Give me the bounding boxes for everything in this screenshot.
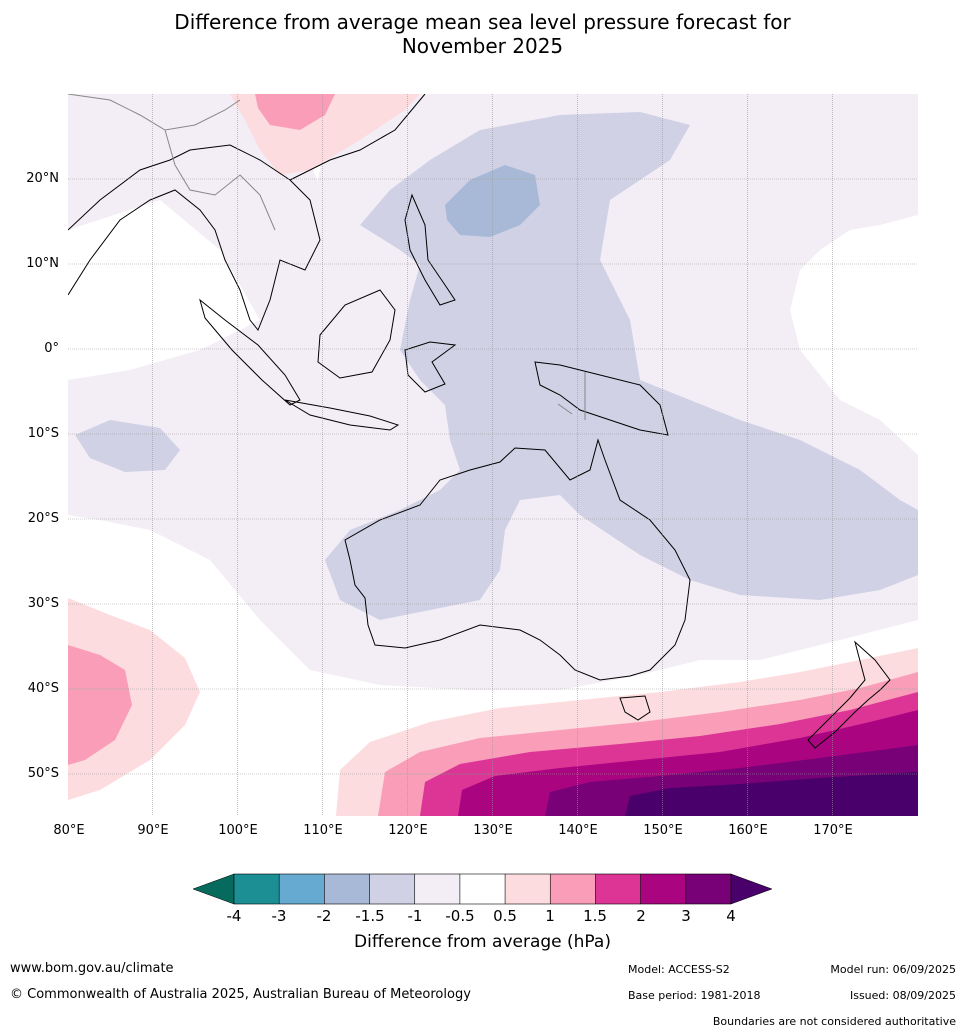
lon-label: 160°E [728, 823, 768, 838]
pressure-anomaly-map [68, 94, 918, 816]
anomaly-region-plus-0.5 [68, 598, 200, 800]
colorbar-dividers [278, 874, 687, 904]
colorbar-tick: -1.5 [355, 907, 385, 925]
colorbar-segment [505, 874, 551, 904]
lat-label: 10°S [27, 426, 59, 441]
copyright-text: © Commonwealth of Australia 2025, Austra… [10, 987, 471, 1002]
australia-coastline [344, 438, 691, 681]
colorbar-tick: -4 [226, 907, 242, 925]
colorbar-outline [233, 873, 732, 905]
colorbar-tick: 4 [726, 907, 736, 925]
lat-label: 20°N [26, 171, 59, 186]
new-zealand-coastline [807, 640, 891, 749]
base-period-text: Base period: 1981-2018 [628, 989, 761, 1002]
lat-label: 20°S [27, 511, 59, 526]
colorbar-tick: 3 [681, 907, 691, 925]
lon-label: 110°E [303, 823, 343, 838]
colorbar-segment [685, 874, 731, 904]
lat-label: 50°S [27, 766, 59, 781]
colorbar-tick: 2 [636, 907, 646, 925]
colorbar-segment [369, 874, 415, 904]
colorbar [192, 873, 773, 905]
title-line-2: November 2025 [401, 34, 564, 58]
lat-label: 40°S [27, 681, 59, 696]
colorbar-over-triangle [730, 873, 773, 905]
colorbar-tick: -1 [407, 907, 423, 925]
model-text: Model: ACCESS-S2 [628, 963, 730, 976]
colorbar-segment [234, 874, 280, 904]
lon-label: 140°E [558, 823, 598, 838]
colorbar-segment [414, 874, 460, 904]
lon-label: 130°E [473, 823, 513, 838]
anomaly-region-plus-1 [68, 645, 132, 765]
lon-label: 80°E [53, 823, 85, 838]
sumatra-coastline [199, 298, 301, 406]
mainland-asia-coastline [68, 94, 426, 331]
java-coastline [284, 399, 400, 431]
sulawesi-coastline [404, 341, 457, 393]
new-guinea-coastline [534, 361, 669, 436]
borneo-coastline [317, 289, 396, 379]
map-layers [68, 94, 918, 816]
colorbar-tick: -0.5 [445, 907, 475, 925]
lon-label: 90°E [137, 823, 169, 838]
anomaly-region-minus-1 [325, 112, 918, 620]
colorbar-tick: 1.5 [583, 907, 607, 925]
coastlines [68, 94, 891, 749]
lon-label: 120°E [388, 823, 428, 838]
political-borders [68, 94, 586, 420]
colorbar-label: Difference from average (hPa) [354, 932, 611, 952]
colorbar-segment [324, 874, 370, 904]
lat-label: 30°S [27, 596, 59, 611]
anomaly-region-plus-4 [625, 772, 918, 816]
tasmania-coastline [619, 695, 651, 721]
colorbar-segment [459, 874, 506, 904]
colorbar-tick: 0.5 [493, 907, 517, 925]
title-line-1: Difference from average mean sea level p… [174, 10, 791, 34]
disclaimer-text: Boundaries are not considered authoritat… [712, 1015, 956, 1028]
anomaly-region-plus-1 [255, 94, 335, 130]
colorbar-under-triangle [192, 873, 235, 905]
lon-label: 150°E [643, 823, 683, 838]
colorbar-segment [279, 874, 325, 904]
gridlines [68, 94, 918, 816]
lon-label: 170°E [813, 823, 853, 838]
chart-title: Difference from average mean sea level p… [0, 10, 965, 58]
colorbar-segment [550, 874, 596, 904]
colorbar-tick: 1 [545, 907, 555, 925]
anomaly-region-minus-1 [75, 420, 180, 472]
colorbar-tick: -3 [271, 907, 287, 925]
colorbar-segment [595, 874, 641, 904]
model-run-text: Model run: 06/09/2025 [830, 963, 956, 976]
website-link[interactable]: www.bom.gov.au/climate [10, 961, 174, 976]
colorbar-segment [640, 874, 686, 904]
lat-label: 0° [44, 341, 59, 356]
lat-label: 10°N [26, 256, 59, 271]
issued-text: Issued: 08/09/2025 [849, 989, 956, 1002]
lon-label: 100°E [218, 823, 258, 838]
colorbar-tick: -2 [316, 907, 332, 925]
